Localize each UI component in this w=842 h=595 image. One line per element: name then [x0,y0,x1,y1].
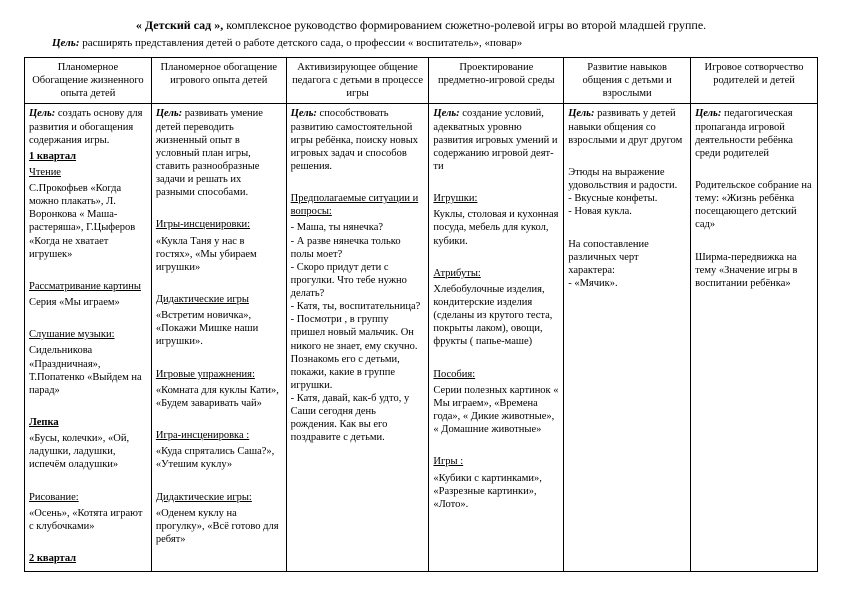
lepka-text: «Бусы, колечки», «Ой, ладушки, ладушки, … [29,432,147,471]
reading-text: С.Прокофьев «Когда можно плакать», Л. Во… [29,182,147,261]
situations-label: Предполагаемые ситуации и вопросы: [291,193,419,217]
cell-goal-label: Цель: [291,108,317,119]
quarter-1-label: 1 квартал [29,151,76,162]
table-row: Цель: создать основу для развития и обог… [25,104,818,572]
col-2: Планомерное обогащение игрового опыта де… [151,58,286,104]
cell-goal-label: Цель: [29,108,55,119]
draw-text: «Осень», «Котята играют с клубочками» [29,507,147,533]
col-1: Планомерное Обогащение жизненного опыта … [25,58,152,104]
insc2-label: Игра-инсценировка : [156,430,249,441]
cell-parents-cooperation: Цель: педагогическая пропаганда игровой … [691,104,818,572]
col-4: Проектирование предметно-игровой среды [429,58,564,104]
cell-goal-label: Цель: [156,108,182,119]
cell-goal: развивать умение детей переводить жизнен… [156,108,263,198]
ex-text: «Комната для куклы Кати», «Будем заварив… [156,384,282,410]
insc-label: Игры-инсценировки: [156,219,250,230]
viewing-text: Серия «Мы играем» [29,296,147,309]
cell-environment: Цель: создание условий, адекватных уровн… [429,104,564,572]
ex-label: Игровые упражнения: [156,369,255,380]
compare-text: На сопоставление различных черт характер… [568,238,686,291]
toys-label: Игрушки: [433,193,477,204]
aids-label: Пособия: [433,369,475,380]
quarter-2-label: 2 квартал [29,553,76,564]
attr-text: Хлебобулочные изделия, кондитерские изде… [433,283,559,349]
games-text: «Кубики с картинками», «Разрезные картин… [433,472,559,511]
title-rest: комплексное руководство формированием сю… [223,18,706,32]
cell-goal-label: Цель: [695,108,721,119]
col-3: Активизирующее общение педагога с детьми… [286,58,429,104]
draw-label: Рисование: [29,492,79,503]
goal-text: расширять представления детей о работе д… [80,37,523,49]
insc2-text: «Куда спрятались Саша?», «Утешим куклу» [156,445,282,471]
cell-communication-skills: Цель: развивать у детей навыки общения с… [564,104,691,572]
goal-label: Цель: [52,37,80,49]
did2-text: «Оденем куклу на прогулку», «Всё готово … [156,507,282,546]
aids-text: Серии полезных картинок « Мы играем», «В… [433,384,559,437]
did2-label: Дидактические игры: [156,492,252,503]
games-label: Игры : [433,456,463,467]
cell-life-experience: Цель: создать основу для развития и обог… [25,104,152,572]
cell-teacher-communication: Цель: способствовать развитию самостояте… [286,104,429,572]
col-5: Развитие навыков общения с детьми и взро… [564,58,691,104]
cell-goal-label: Цель: [433,108,459,119]
attr-label: Атрибуты: [433,268,480,279]
reading-label: Чтение [29,167,61,178]
cell-goal-label: Цель: [568,108,594,119]
title-bold: « Детский сад », [136,18,223,32]
toys-text: Куклы, столовая и кухонная посуда, мебел… [433,208,559,247]
music-text: Сидельникова «Праздничная», Т.Попатенко … [29,344,147,397]
page-goal: Цель: расширять представления детей о ра… [24,37,818,49]
insc-text: «Кукла Таня у нас в гостях», «Мы убираем… [156,235,282,274]
plan-table: Планомерное Обогащение жизненного опыта … [24,57,818,572]
music-label: Слушание музыки: [29,329,115,340]
etudes-text: Этюды на выражение удовольствия и радост… [568,166,686,219]
lepka-label: Лепка [29,417,59,428]
table-header-row: Планомерное Обогащение жизненного опыта … [25,58,818,104]
meeting-text: Родительское собрание на тему: «Жизнь ре… [695,179,813,232]
situations-text: - Маша, ты нянечка? - А разве нянечка то… [291,221,425,444]
page-title: « Детский сад », комплексное руководство… [24,18,818,33]
did-label: Дидактические игры [156,294,249,305]
viewing-label: Рассматривание картины [29,281,141,292]
screen-text: Ширма-передвижка на тему «Значение игры … [695,251,813,290]
cell-game-experience: Цель: развивать умение детей переводить … [151,104,286,572]
did-text: «Встретим новичка», «Покажи Мишке наши и… [156,309,282,348]
col-6: Игровое сотворчество родителей и детей [691,58,818,104]
